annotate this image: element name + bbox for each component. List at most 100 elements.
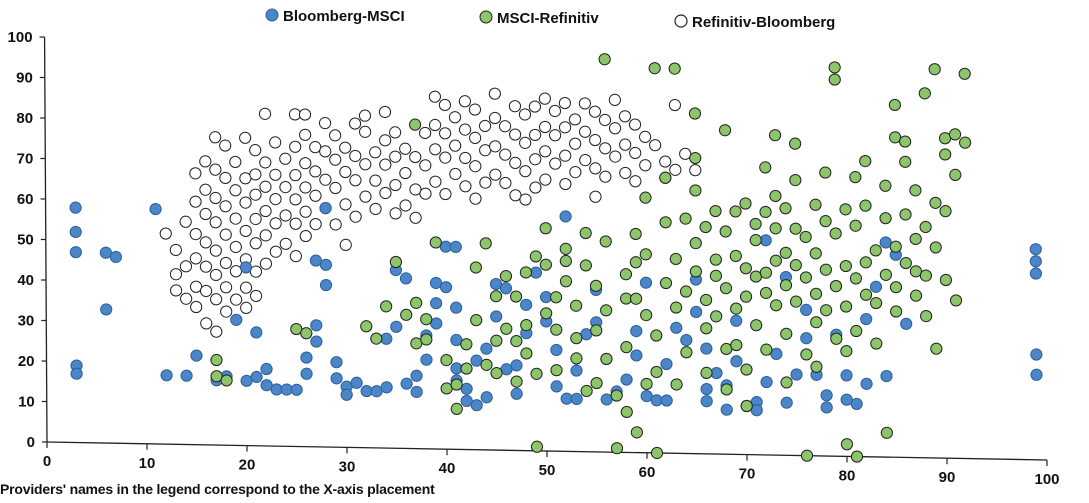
point-refinitiv-bloomberg [229,212,242,225]
point-bloomberg-msci [730,355,743,368]
point-msci-refinitiv [809,198,822,211]
point-refinitiv-bloomberg [299,229,312,243]
point-refinitiv-bloomberg [499,176,512,190]
point-msci-refinitiv [759,266,773,279]
point-refinitiv-bloomberg [508,100,522,113]
point-msci-refinitiv [220,374,233,387]
point-msci-refinitiv [500,322,513,335]
point-msci-refinitiv [810,316,823,329]
point-bloomberg-msci [470,354,483,367]
point-msci-refinitiv [829,280,843,293]
legend-item-refinitiv-bloomberg: Refinitiv-Bloomberg [674,14,835,31]
point-bloomberg-msci [430,297,443,310]
point-msci-refinitiv [579,226,592,240]
point-refinitiv-bloomberg [199,155,212,168]
point-bloomberg-msci [1030,348,1043,361]
point-msci-refinitiv [809,247,822,260]
point-msci-refinitiv [789,174,802,187]
y-tick-label: 30 [18,313,35,330]
point-bloomberg-msci [309,254,322,267]
point-msci-refinitiv [729,249,742,263]
point-msci-refinitiv [839,203,852,216]
point-refinitiv-bloomberg [209,191,222,205]
point-bloomberg-msci [700,395,713,408]
point-refinitiv-bloomberg [329,181,342,195]
point-refinitiv-bloomberg [439,127,452,140]
point-refinitiv-bloomberg [209,244,222,257]
point-msci-refinitiv [890,305,903,318]
point-refinitiv-bloomberg [588,105,602,118]
point-msci-refinitiv [699,220,712,234]
point-msci-refinitiv [919,220,932,234]
point-refinitiv-bloomberg [359,190,372,203]
point-refinitiv-bloomberg [199,183,212,196]
point-msci-refinitiv [879,212,892,225]
point-msci-refinitiv [929,196,942,209]
point-bloomberg-msci [639,276,653,289]
point-refinitiv-bloomberg [369,202,382,216]
point-bloomberg-msci [869,280,883,293]
point-refinitiv-bloomberg [449,139,462,152]
point-msci-refinitiv [800,348,813,361]
point-msci-refinitiv [600,352,613,366]
point-msci-refinitiv [410,296,423,309]
point-msci-refinitiv [869,296,883,310]
point-refinitiv-bloomberg [539,173,552,186]
legend-item-bloomberg-msci: Bloomberg-MSCI [265,8,405,25]
x-tick-label: 10 [139,455,156,472]
point-refinitiv-bloomberg [259,257,273,270]
point-bloomberg-msci [149,202,162,216]
point-msci-refinitiv [859,256,872,269]
point-msci-refinitiv [699,293,713,307]
point-bloomberg-msci [510,387,523,400]
point-msci-refinitiv [688,107,702,120]
point-bloomberg-msci [319,201,332,215]
point-bloomberg-msci [499,282,513,295]
point-msci-refinitiv [819,166,832,179]
point-msci-refinitiv [600,304,613,317]
point-bloomberg-msci [450,301,463,314]
point-msci-refinitiv [779,279,793,292]
point-msci-refinitiv [740,399,753,413]
point-refinitiv-bloomberg [499,148,512,161]
point-msci-refinitiv [709,269,723,282]
point-bloomberg-msci [840,393,853,406]
point-msci-refinitiv [579,259,592,272]
point-refinitiv-bloomberg [619,166,632,180]
point-bloomberg-msci [520,298,533,311]
point-msci-refinitiv [710,310,723,323]
chart-points [69,53,1043,463]
point-refinitiv-bloomberg [220,305,233,318]
point-bloomberg-msci [800,332,813,345]
y-tick-label: 60 [17,191,34,208]
point-refinitiv-bloomberg [349,174,362,187]
legend-label-bloomberg-msci: Bloomberg-MSCI [283,8,405,25]
point-refinitiv-bloomberg [249,144,262,157]
y-tick-label: 20 [18,353,35,370]
point-refinitiv-bloomberg [239,131,252,144]
point-refinitiv-bloomberg [210,293,223,306]
y-tick-label: 0 [27,434,35,451]
point-refinitiv-bloomberg [569,165,582,179]
point-refinitiv-bloomberg [539,145,552,158]
point-bloomberg-msci [250,326,263,339]
point-refinitiv-bloomberg [239,224,252,238]
point-msci-refinitiv [650,365,663,379]
point-msci-refinitiv [849,272,863,285]
legend-marker-refinitiv-bloomberg [674,14,688,28]
point-msci-refinitiv [859,288,873,301]
point-msci-refinitiv [490,367,503,380]
point-msci-refinitiv [719,225,732,238]
point-refinitiv-bloomberg [488,87,501,100]
point-refinitiv-bloomberg [349,149,362,163]
point-msci-refinitiv [620,405,633,419]
point-msci-refinitiv [888,98,901,112]
point-refinitiv-bloomberg [329,218,342,231]
point-bloomberg-msci [420,353,433,366]
point-refinitiv-bloomberg [498,120,512,133]
point-refinitiv-bloomberg [339,198,352,211]
point-refinitiv-bloomberg [259,229,272,242]
point-msci-refinitiv [510,375,523,388]
point-refinitiv-bloomberg [669,163,682,176]
point-refinitiv-bloomberg [219,171,232,185]
